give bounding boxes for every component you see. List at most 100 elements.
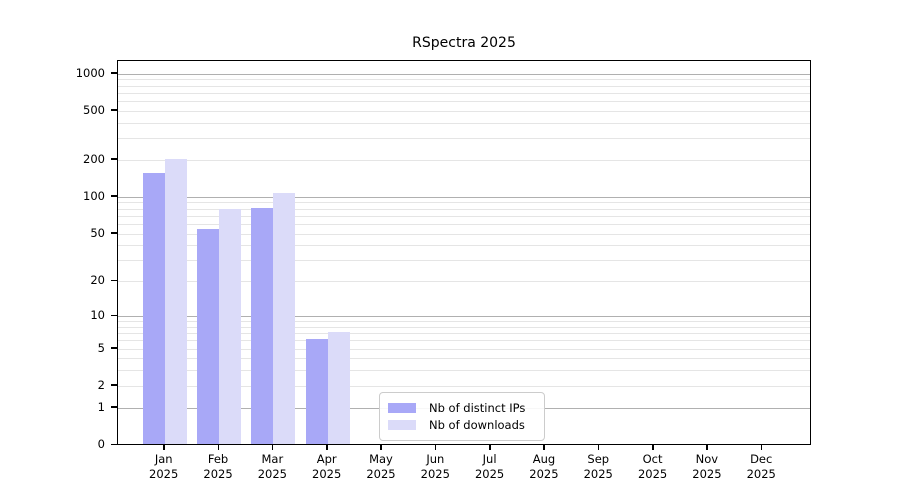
- x-tick-month: Jun: [426, 452, 445, 466]
- y-tick-mark: [111, 158, 117, 160]
- x-tick-label: Nov 2025: [667, 452, 747, 482]
- y-tick-mark: [111, 347, 117, 349]
- x-tick-mark: [489, 444, 491, 450]
- y-tick-label: 0: [97, 437, 105, 451]
- plot-area: [117, 60, 811, 445]
- x-tick-month: Mar: [261, 452, 284, 466]
- y-tick-mark: [111, 314, 117, 317]
- x-tick-mark: [217, 444, 220, 450]
- y-tick-mark: [111, 195, 117, 197]
- x-tick-label: Jan 2025: [124, 452, 204, 482]
- bar-distinct-ips: [197, 228, 220, 444]
- y-tick-label: 50: [90, 225, 105, 240]
- minor-gridline: [118, 215, 810, 217]
- x-tick-mark: [597, 444, 600, 450]
- legend-item: Nb of downloads: [388, 417, 534, 433]
- y-tick-label: 10: [90, 308, 105, 323]
- bar-distinct-ips: [142, 172, 165, 444]
- y-tick-label: 100: [83, 188, 105, 203]
- minor-gridline: [118, 223, 810, 225]
- legend: Nb of distinct IPs Nb of downloads: [379, 392, 545, 441]
- x-tick-month: Nov: [695, 452, 719, 466]
- x-tick-mark: [434, 444, 437, 450]
- x-tick-year: 2025: [149, 467, 179, 481]
- minor-gridline: [118, 358, 810, 360]
- y-tick-mark: [111, 279, 117, 282]
- minor-gridline: [118, 385, 810, 387]
- bar-distinct-ips: [305, 339, 328, 444]
- y-tick-mark: [111, 232, 117, 234]
- y-tick-mark: [111, 443, 117, 445]
- y-tick-mark: [111, 109, 117, 111]
- legend-label: Nb of downloads: [429, 418, 525, 432]
- x-tick-mark: [652, 444, 654, 450]
- x-tick-year: 2025: [366, 467, 396, 481]
- x-tick-label: Apr 2025: [287, 452, 367, 482]
- x-tick-year: 2025: [257, 467, 287, 481]
- x-tick-mark: [543, 444, 545, 450]
- minor-gridline: [118, 245, 810, 247]
- x-tick-month: Aug: [532, 452, 556, 466]
- x-tick-month: Jul: [482, 452, 497, 466]
- major-gridline: [118, 73, 810, 75]
- y-tick-mark: [111, 384, 117, 386]
- y-tick-label: 1: [97, 399, 105, 414]
- x-tick-month: Sep: [587, 452, 610, 466]
- x-tick-year: 2025: [746, 467, 776, 481]
- major-gridline: [118, 316, 810, 318]
- minor-gridline: [118, 233, 810, 235]
- y-tick-label: 200: [83, 151, 105, 166]
- minor-gridline: [118, 79, 810, 81]
- x-tick-label: Aug 2025: [504, 452, 584, 482]
- bar-downloads: [273, 192, 296, 444]
- x-tick-mark: [380, 444, 382, 450]
- y-tick-label: 1000: [75, 65, 105, 80]
- y-tick-label: 5: [97, 340, 105, 355]
- x-tick-month: Jan: [154, 452, 173, 466]
- y-tick-mark: [111, 72, 117, 74]
- minor-gridline: [118, 333, 810, 335]
- x-tick-label: Jun 2025: [395, 452, 475, 482]
- x-tick-year: 2025: [583, 467, 613, 481]
- y-tick-mark: [111, 406, 117, 408]
- x-tick-year: 2025: [312, 467, 342, 481]
- minor-gridline: [118, 208, 810, 210]
- minor-gridline: [118, 202, 810, 204]
- x-tick-mark: [706, 444, 708, 450]
- x-tick-label: May 2025: [341, 452, 421, 482]
- legend-swatch: [388, 403, 416, 413]
- y-tick-label: 500: [83, 102, 105, 117]
- x-tick-year: 2025: [692, 467, 722, 481]
- x-tick-year: 2025: [203, 467, 233, 481]
- minor-gridline: [118, 100, 810, 102]
- minor-gridline: [118, 138, 810, 140]
- x-tick-label: Feb 2025: [178, 452, 258, 482]
- x-tick-mark: [163, 444, 165, 450]
- x-tick-month: Feb: [207, 452, 229, 466]
- minor-gridline: [118, 326, 810, 328]
- legend-label: Nb of distinct IPs: [429, 401, 526, 415]
- x-tick-mark: [271, 444, 274, 450]
- x-tick-label: Jul 2025: [450, 452, 530, 482]
- y-tick-label: 20: [90, 273, 105, 288]
- x-tick-mark: [760, 444, 763, 450]
- x-tick-year: 2025: [474, 467, 505, 481]
- bar-distinct-ips: [251, 207, 274, 444]
- legend-item: Nb of distinct IPs: [388, 400, 534, 416]
- x-tick-year: 2025: [420, 467, 450, 481]
- minor-gridline: [118, 348, 810, 350]
- x-tick-label: Mar 2025: [232, 452, 312, 482]
- legend-swatch: [388, 420, 416, 430]
- x-tick-month: Oct: [642, 452, 663, 466]
- minor-gridline: [118, 370, 810, 372]
- x-tick-year: 2025: [637, 467, 668, 481]
- x-tick-month: May: [369, 452, 393, 466]
- x-tick-month: Apr: [316, 452, 337, 466]
- bar-downloads: [327, 332, 350, 444]
- minor-gridline: [118, 110, 810, 112]
- x-tick-label: Oct 2025: [613, 452, 693, 482]
- minor-gridline: [118, 260, 810, 262]
- x-tick-label: Dec 2025: [721, 452, 801, 482]
- bar-downloads: [164, 158, 187, 444]
